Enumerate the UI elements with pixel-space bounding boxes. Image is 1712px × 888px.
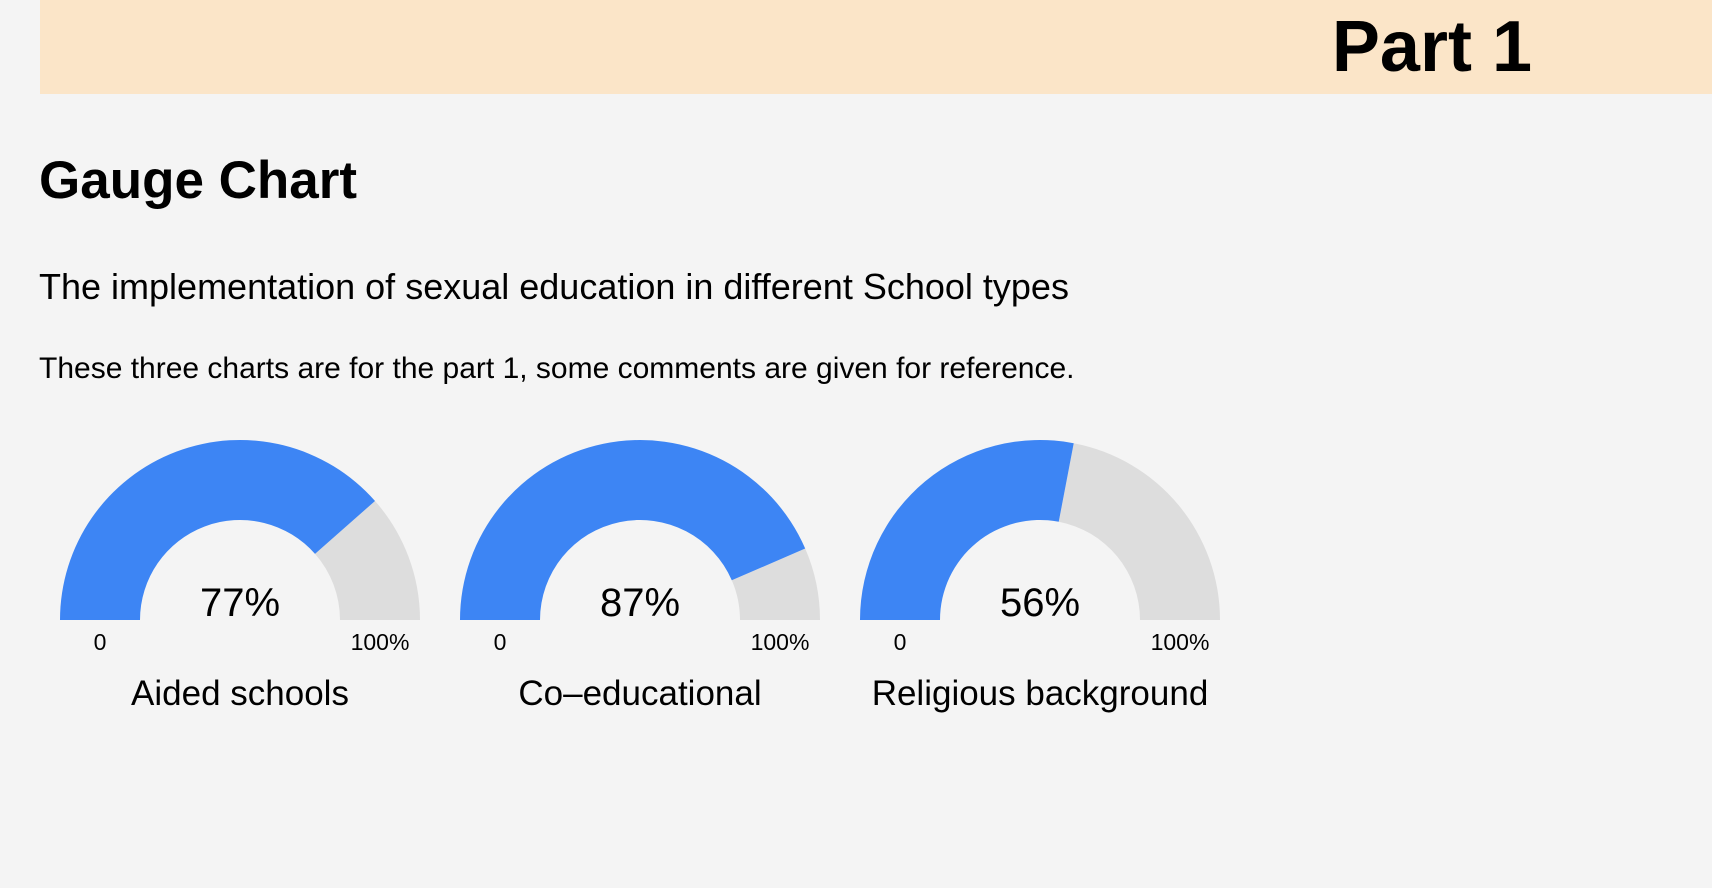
gauge-category-label: Religious background [872, 674, 1209, 713]
gauge-fill [460, 439, 806, 620]
chart-subtitle: The implementation of sexual education i… [39, 266, 1069, 307]
gauge-value-label: 87% [600, 581, 680, 625]
gauge-2: 87% 0 100% Co–educational [460, 439, 820, 713]
gauge-charts: 77% 0 100% Aided schools 87% 0 100% Co–educatio… [0, 420, 1712, 720]
gauge-1: 77% 0 100%Aided schools [60, 440, 420, 713]
gauge-fill [859, 439, 1074, 620]
section-title: Gauge Chart [39, 151, 358, 210]
gauge-max-label: 100% [351, 629, 410, 655]
gauge-category-label: Aided schools [131, 674, 349, 713]
gauge-max-label: 100% [751, 629, 810, 655]
header-title: Part 1 [1331, 7, 1532, 87]
header-bar: Part 1 [40, 0, 1712, 94]
gauge-track [315, 500, 420, 620]
gauge-value-label: 77% [200, 581, 280, 625]
gauge-3: 56% 0 100% Religious background [859, 439, 1220, 713]
chart-note: These three charts are for the part 1, s… [39, 352, 1075, 385]
gauge-max-label: 100% [1151, 629, 1210, 655]
gauge-track [731, 548, 820, 620]
gauge-fill [60, 440, 376, 620]
gauge-track [1058, 443, 1220, 620]
gauge-min-label: 0 [494, 629, 507, 655]
gauge-min-label: 0 [94, 629, 107, 655]
gauge-value-label: 56% [1000, 581, 1080, 625]
gauge-min-label: 0 [894, 629, 907, 655]
gauge-category-label: Co–educational [518, 674, 761, 713]
